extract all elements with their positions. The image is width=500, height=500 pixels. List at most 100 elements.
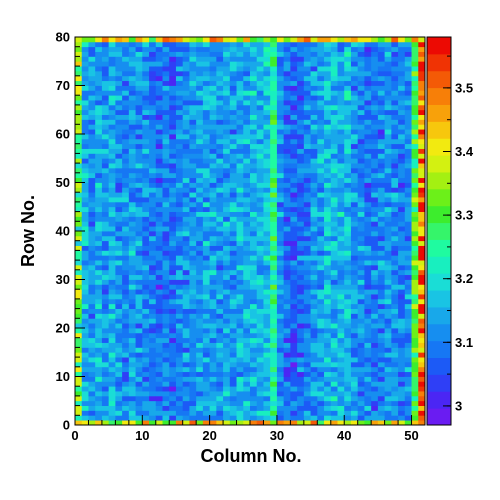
heatmap-cell (276, 37, 285, 43)
heatmap-cell (290, 332, 298, 339)
heatmap-cell (303, 61, 311, 67)
heatmap-cell (411, 332, 419, 339)
heatmap-cell (95, 138, 103, 145)
heatmap-cell (398, 75, 406, 82)
heatmap-cell (175, 352, 184, 358)
heatmap-cell (391, 109, 399, 115)
heatmap-cell (108, 187, 116, 193)
heatmap-cell (196, 95, 204, 101)
heatmap-cell (283, 138, 291, 145)
heatmap-cell (196, 119, 204, 125)
heatmap-cell (122, 66, 130, 72)
heatmap-cell (169, 400, 177, 406)
heatmap-cell (276, 66, 285, 72)
heatmap-cell (155, 308, 163, 314)
heatmap-cell (283, 381, 291, 387)
heatmap-cell (128, 245, 136, 251)
heatmap-cell (411, 260, 419, 266)
heatmap-cell (128, 124, 136, 130)
heatmap-cell (243, 260, 251, 266)
heatmap-cell (229, 289, 237, 295)
heatmap-cell (202, 85, 211, 91)
heatmap-cell (223, 114, 231, 120)
heatmap-cell (391, 250, 399, 256)
heatmap-cell (391, 216, 399, 222)
heatmap-cell (357, 347, 365, 353)
heatmap-cell (303, 250, 311, 256)
x-tick-label: 20 (202, 428, 216, 443)
heatmap-cell (88, 41, 96, 48)
heatmap-cell (209, 216, 217, 222)
heatmap-cell (384, 298, 392, 305)
heatmap-cell (115, 294, 123, 300)
heatmap-cell (75, 250, 83, 256)
heatmap-cell (303, 328, 311, 334)
heatmap-cell (88, 347, 96, 353)
heatmap-cell (398, 201, 406, 208)
heatmap-cell (310, 376, 318, 382)
heatmap-cell (108, 405, 116, 411)
heatmap-cell (209, 66, 217, 72)
heatmap-cell (317, 182, 325, 188)
heatmap-cell (101, 100, 110, 106)
heatmap-cell (108, 56, 116, 62)
heatmap-cell (377, 323, 386, 329)
heatmap-cell (357, 376, 365, 382)
heatmap-cell (128, 211, 136, 217)
heatmap-cell (169, 264, 177, 271)
heatmap-cell (209, 366, 217, 373)
heatmap-cell (371, 148, 379, 154)
heatmap-cell (162, 211, 170, 217)
heatmap-cell (243, 167, 251, 174)
heatmap-cell (169, 66, 177, 72)
heatmap-cells (75, 37, 426, 426)
heatmap-cell (384, 405, 392, 411)
heatmap-cell (391, 289, 399, 295)
heatmap-cell (404, 211, 412, 217)
heatmap-cell (101, 260, 110, 266)
heatmap-cell (75, 206, 83, 212)
heatmap-cell (418, 119, 426, 125)
heatmap-cell (229, 119, 237, 125)
heatmap-cell (270, 216, 278, 222)
heatmap-cell (135, 308, 143, 314)
heatmap-cell (310, 318, 318, 324)
heatmap-cell (81, 260, 89, 266)
heatmap-cell (317, 197, 325, 203)
heatmap-cell (81, 80, 89, 86)
heatmap-cell (81, 352, 89, 358)
heatmap-cell (229, 357, 237, 363)
heatmap-cell (283, 391, 291, 397)
heatmap-cell (398, 158, 406, 164)
heatmap-cell (290, 56, 298, 62)
heatmap-cell (169, 376, 177, 382)
heatmap-cell (108, 250, 116, 256)
heatmap-cell (175, 245, 184, 251)
heatmap-cell (337, 129, 345, 135)
heatmap-cell (404, 328, 412, 334)
heatmap-cell (350, 352, 359, 358)
heatmap-cell (276, 289, 285, 295)
heatmap-cell (290, 66, 298, 72)
heatmap-cell (75, 323, 83, 329)
heatmap-cell (324, 104, 332, 111)
heatmap-cell (324, 153, 332, 159)
heatmap-cell (371, 347, 379, 353)
heatmap-cell (276, 172, 285, 179)
heatmap-cell (303, 298, 311, 305)
heatmap-cell (142, 37, 150, 43)
heatmap-cell (122, 240, 130, 246)
heatmap-cell (196, 235, 204, 242)
heatmap-cell (209, 337, 217, 343)
heatmap-cell (88, 167, 96, 174)
heatmap-cell (391, 90, 399, 96)
heatmap-cell (169, 187, 177, 193)
heatmap-cell (155, 264, 163, 271)
heatmap-cell (243, 391, 251, 397)
heatmap-cell (364, 211, 372, 217)
heatmap-cell (310, 337, 318, 343)
heatmap-cell (135, 366, 143, 373)
heatmap-cell (357, 342, 365, 348)
heatmap-cell (270, 104, 278, 111)
heatmap-cell (310, 391, 318, 397)
